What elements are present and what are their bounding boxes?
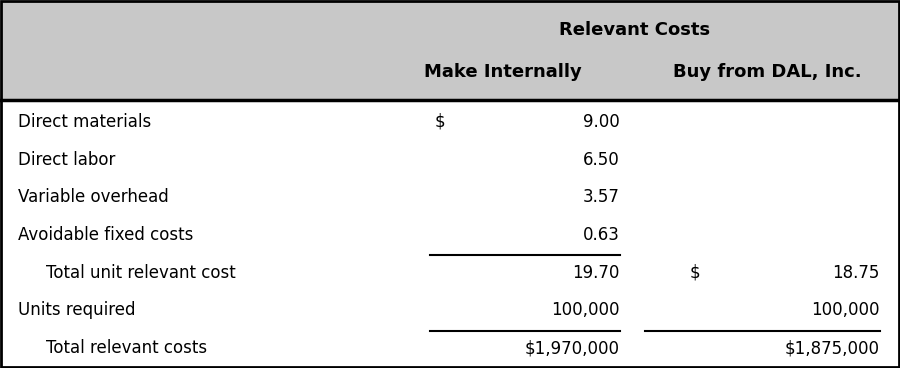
Text: Avoidable fixed costs: Avoidable fixed costs: [18, 226, 194, 244]
Text: $: $: [690, 264, 700, 282]
Text: 18.75: 18.75: [832, 264, 880, 282]
Text: $: $: [435, 113, 446, 131]
Text: Buy from DAL, Inc.: Buy from DAL, Inc.: [672, 63, 861, 81]
Text: Variable overhead: Variable overhead: [18, 188, 169, 206]
Bar: [1, 1, 899, 100]
Text: Direct labor: Direct labor: [18, 151, 115, 169]
Text: Direct materials: Direct materials: [18, 113, 151, 131]
Text: Total unit relevant cost: Total unit relevant cost: [46, 264, 236, 282]
Text: Relevant Costs: Relevant Costs: [559, 21, 710, 39]
Text: 100,000: 100,000: [812, 301, 880, 319]
Text: 9.00: 9.00: [583, 113, 620, 131]
Text: $1,970,000: $1,970,000: [525, 339, 620, 357]
Text: 19.70: 19.70: [572, 264, 620, 282]
Text: 100,000: 100,000: [552, 301, 620, 319]
Text: 0.63: 0.63: [583, 226, 620, 244]
Text: 6.50: 6.50: [583, 151, 620, 169]
Text: $1,875,000: $1,875,000: [785, 339, 880, 357]
Text: Total relevant costs: Total relevant costs: [46, 339, 207, 357]
Text: 3.57: 3.57: [583, 188, 620, 206]
Text: Make Internally: Make Internally: [424, 63, 581, 81]
Text: Units required: Units required: [18, 301, 136, 319]
